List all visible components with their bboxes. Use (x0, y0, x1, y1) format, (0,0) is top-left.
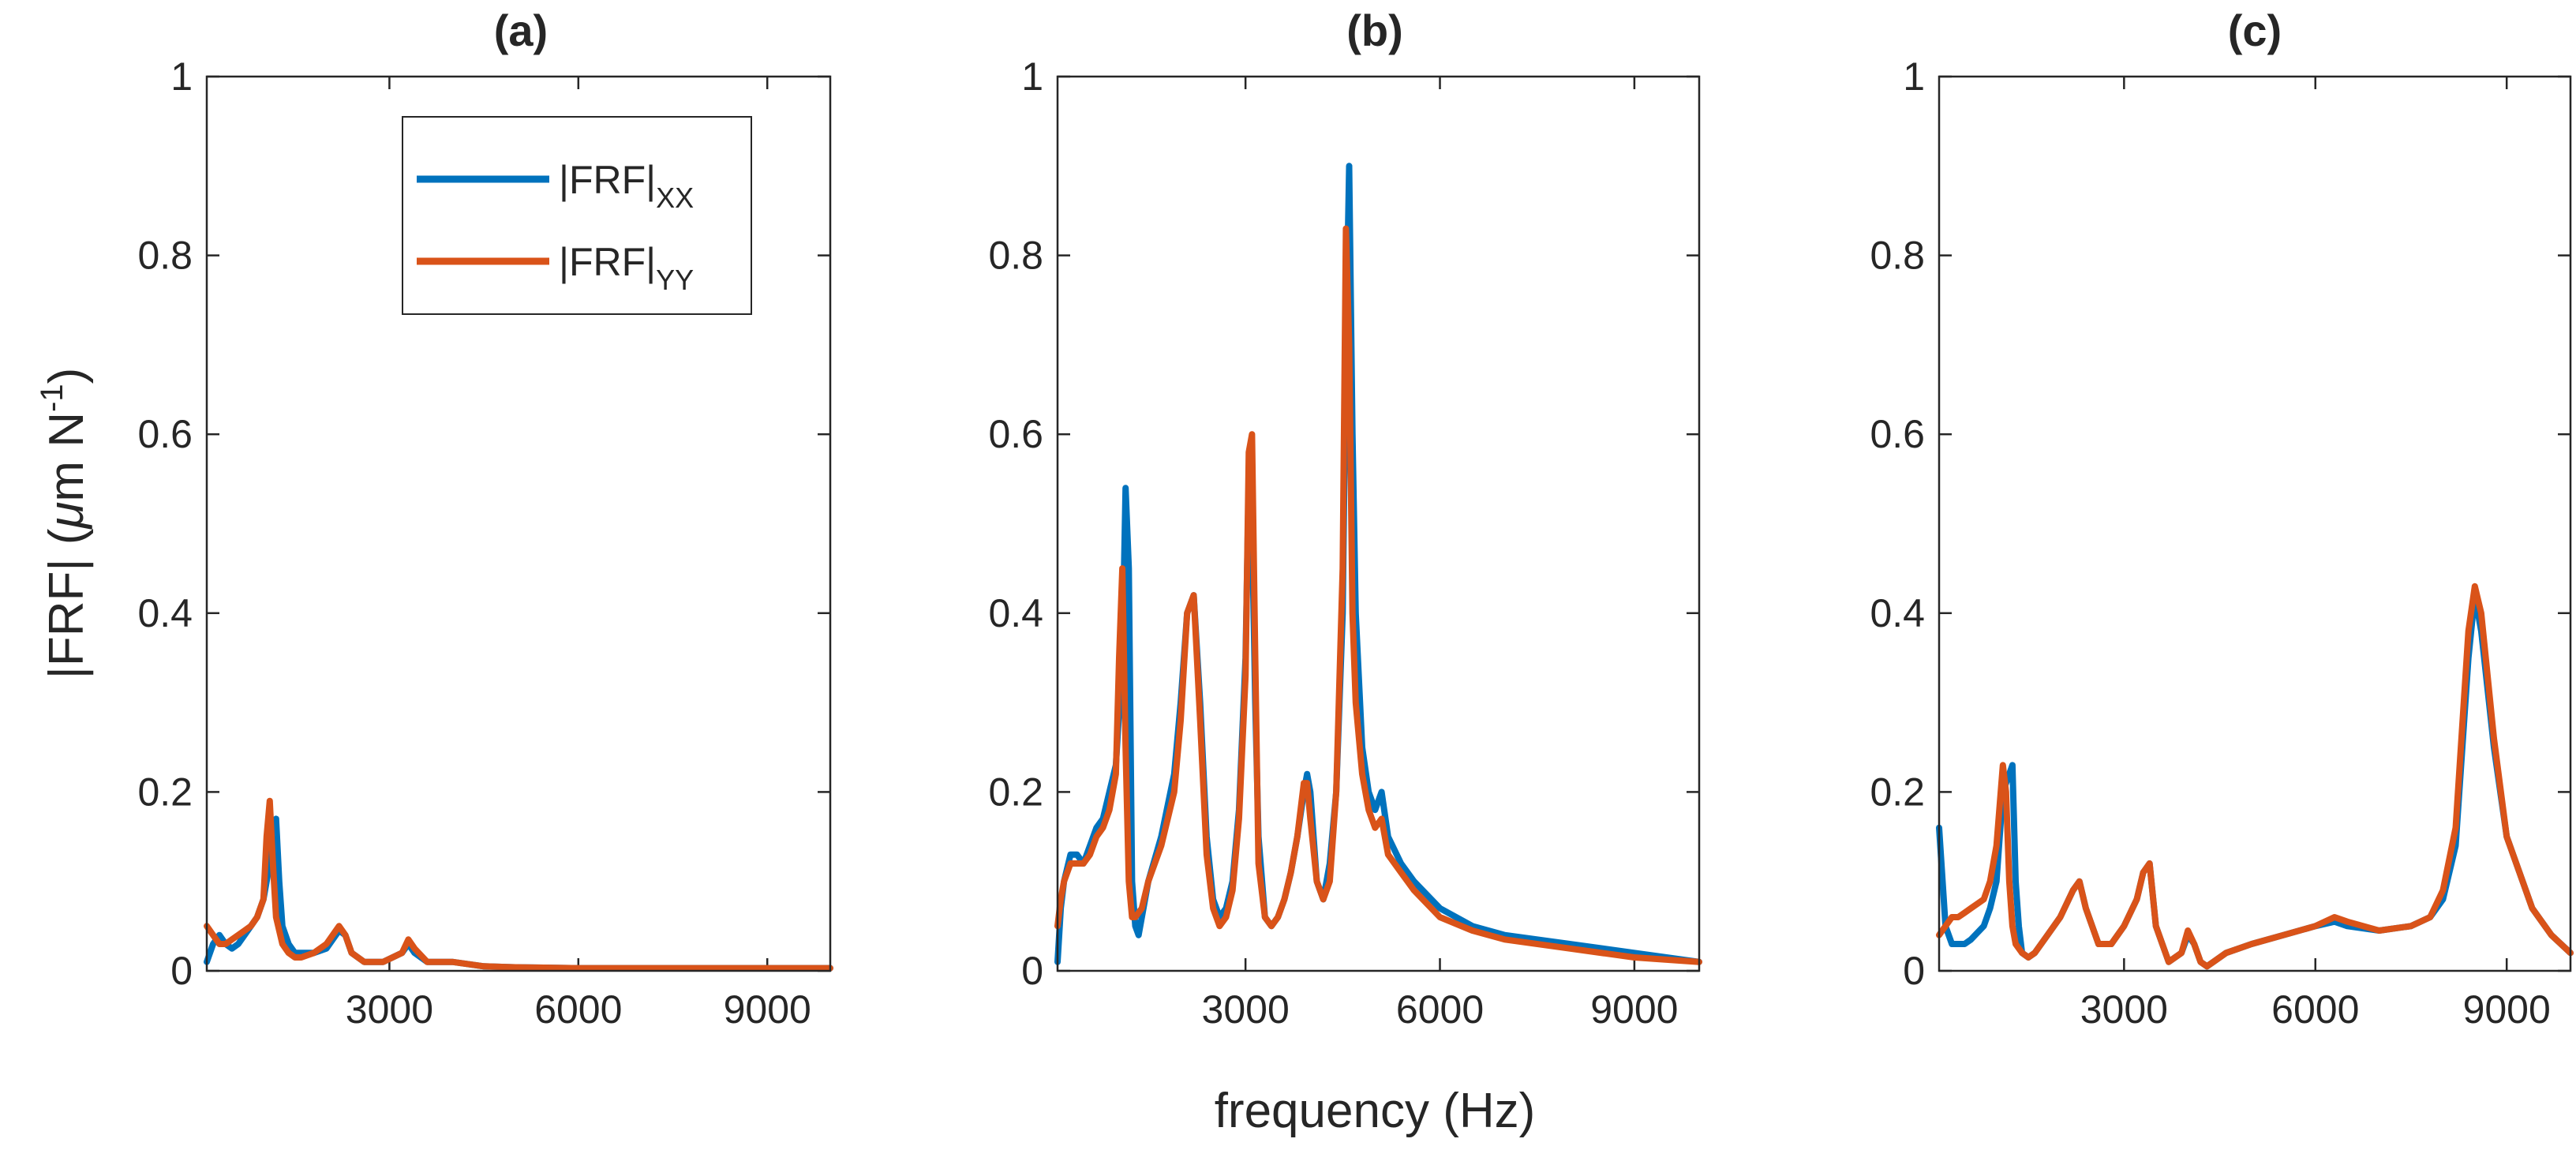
legend-label-yy: |FRF|YY (559, 240, 694, 296)
panel-c-xtick-label-1: 6000 (2271, 987, 2359, 1032)
legend-label-xx: |FRF|XX (559, 158, 694, 214)
panel-c-plot-area: 0 0.2 0.4 0.6 0.8 1 3000 6000 9000 (1870, 54, 2574, 1032)
panel-b-xtick-label-1: 6000 (1396, 987, 1484, 1032)
panel-b-series-xx (1054, 163, 1702, 965)
panel-c-title: (c) (2228, 6, 2282, 55)
y-axis-label-main: |FRF| ( (39, 528, 94, 679)
panel-b-ytick-label-0: 0 (1021, 949, 1043, 993)
y-axis-label-mu: μ (39, 502, 94, 530)
panel-b-plot-area: 0 0.2 0.4 0.6 0.8 1 3000 6000 9000 (988, 54, 1702, 1032)
panel-a-series-yy (204, 797, 833, 972)
legend-label-xx-sub: XX (656, 182, 694, 214)
panel-c-axes-box (1938, 75, 2572, 972)
panel-b-ytick-label-4: 0.8 (988, 234, 1043, 278)
y-axis-label-close: ) (39, 368, 94, 384)
panel-c-xtick-label-2: 9000 (2463, 987, 2551, 1032)
panel-b-ytick-label-2: 0.4 (988, 591, 1043, 635)
x-axis-label: frequency (Hz) (1215, 1084, 1536, 1138)
panel-c-ytick-label-5: 1 (1903, 54, 1925, 99)
panel-a: (a) 0 0.2 0.4 0.6 0.8 1 3000 6000 9000 (137, 6, 833, 1032)
panel-a-ytick-label-3: 0.6 (137, 412, 193, 456)
legend-box (402, 116, 752, 315)
legend-label-yy-base: |FRF| (559, 240, 656, 284)
legend-label-yy-sub: YY (656, 264, 694, 296)
panel-c-xtick-label-0: 3000 (2080, 987, 2168, 1032)
panel-b-title: (b) (1346, 6, 1403, 55)
legend-label-xx-base: |FRF| (559, 158, 656, 202)
panel-c-ytick-label-0: 0 (1903, 949, 1925, 993)
panel-a-xtick-label-2: 9000 (724, 987, 811, 1032)
panel-a-series-xx (204, 815, 833, 972)
panel-b-xtick-label-0: 3000 (1202, 987, 1290, 1032)
panel-a-title: (a) (494, 6, 548, 55)
panel-a-xtick-label-1: 6000 (534, 987, 622, 1032)
y-axis-label: |FRF| (μm N-1) (35, 368, 94, 679)
panel-a-xtick-label-0: 3000 (346, 987, 433, 1032)
panel-c-ytick-label-2: 0.4 (1870, 591, 1925, 635)
panel-c-ytick-label-1: 0.2 (1870, 770, 1925, 814)
panel-b: (b) 0 0.2 0.4 0.6 0.8 1 3000 6000 9000 (988, 6, 1702, 1032)
legend: |FRF|XX |FRF|YY (402, 116, 752, 315)
panel-a-ytick-label-1: 0.2 (137, 770, 193, 814)
panel-b-ytick-label-3: 0.6 (988, 412, 1043, 456)
panel-a-ytick-label-2: 0.4 (137, 591, 193, 635)
panel-a-plot-area: 0 0.2 0.4 0.6 0.8 1 3000 6000 9000 (137, 54, 833, 1032)
panel-a-ytick-label-0: 0 (170, 949, 193, 993)
panel-a-ytick-label-5: 1 (170, 54, 193, 99)
panel-a-axes-box (205, 75, 832, 972)
panel-b-axes-box (1056, 75, 1701, 972)
panel-c-series-xx (1936, 592, 2574, 970)
panel-b-ytick-label-5: 1 (1021, 54, 1043, 99)
panel-c-series-yy (1936, 582, 2574, 970)
panel-c-ytick-label-4: 0.8 (1870, 234, 1925, 278)
panel-b-xtick-label-2: 9000 (1590, 987, 1678, 1032)
y-axis-label-unit: m N (39, 412, 94, 502)
panel-c-ytick-label-3: 0.6 (1870, 412, 1925, 456)
panel-b-series-yy (1054, 225, 1702, 965)
y-axis-label-exponent: -1 (35, 384, 69, 412)
panel-b-ytick-label-1: 0.2 (988, 770, 1043, 814)
panel-c: (c) 0 0.2 0.4 0.6 0.8 1 3000 6000 9000 (1870, 6, 2574, 1032)
panel-a-ytick-label-4: 0.8 (137, 234, 193, 278)
